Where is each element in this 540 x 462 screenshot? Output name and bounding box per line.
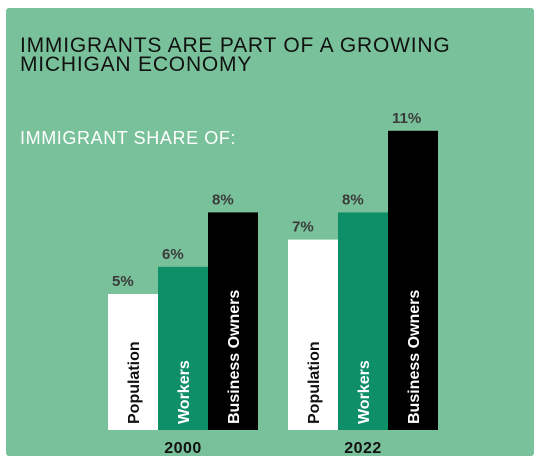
bar-name-label-population-2000: Population bbox=[126, 341, 143, 424]
bar-chart: 5% Population 6% Workers 8% Business Owners 20… bbox=[108, 110, 438, 456]
group-label-2022: 2022 bbox=[344, 440, 382, 456]
value-label-workers-2022: 8% bbox=[342, 191, 364, 208]
bar-name-label-business-owners-2022: Business Owners bbox=[406, 290, 423, 424]
bar-workers-2000 bbox=[158, 266, 208, 430]
bar-business-owners-2000 bbox=[208, 212, 258, 430]
chart-title-line-1: IMMIGRANTS ARE PART OF A GROWING bbox=[20, 34, 451, 57]
bar-business-owners-2022 bbox=[388, 130, 438, 431]
value-label-business-owners-2022: 11% bbox=[392, 110, 421, 127]
bar-name-label-workers-2022: Workers bbox=[356, 360, 373, 424]
value-label-workers-2000: 6% bbox=[162, 246, 184, 263]
chart-title-line-2: MICHIGAN ECONOMY bbox=[20, 53, 253, 76]
chart-title: IMMIGRANTS ARE PART OF A GROWING MICHIGA… bbox=[20, 34, 520, 76]
bar-name-label-business-owners-2000: Business Owners bbox=[226, 290, 243, 424]
chart-card: IMMIGRANTS ARE PART OF A GROWING MICHIGA… bbox=[6, 8, 534, 456]
group-label-2000: 2000 bbox=[164, 440, 202, 456]
bar-workers-2022 bbox=[338, 212, 388, 430]
value-label-business-owners-2000: 8% bbox=[212, 191, 234, 208]
bar-population-2000 bbox=[108, 294, 158, 430]
value-label-population-2000: 5% bbox=[112, 273, 134, 290]
bar-name-label-workers-2000: Workers bbox=[176, 360, 193, 424]
bar-name-label-population-2022: Population bbox=[306, 341, 323, 424]
chart-subtitle: IMMIGRANT SHARE OF: bbox=[20, 128, 237, 148]
value-label-population-2022: 7% bbox=[292, 219, 314, 236]
bar-population-2022 bbox=[288, 239, 338, 430]
